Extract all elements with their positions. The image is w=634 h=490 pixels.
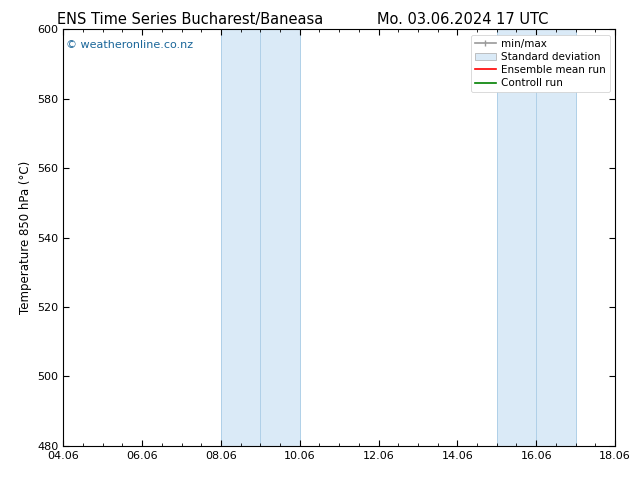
Bar	[221, 29, 300, 446]
Text: ENS Time Series Bucharest/Baneasa: ENS Time Series Bucharest/Baneasa	[57, 12, 323, 27]
Text: © weatheronline.co.nz: © weatheronline.co.nz	[66, 40, 193, 50]
Text: Mo. 03.06.2024 17 UTC: Mo. 03.06.2024 17 UTC	[377, 12, 548, 27]
Bar	[497, 29, 576, 446]
Y-axis label: Temperature 850 hPa (°C): Temperature 850 hPa (°C)	[19, 161, 32, 314]
Legend: min/max, Standard deviation, Ensemble mean run, Controll run: min/max, Standard deviation, Ensemble me…	[470, 35, 610, 92]
